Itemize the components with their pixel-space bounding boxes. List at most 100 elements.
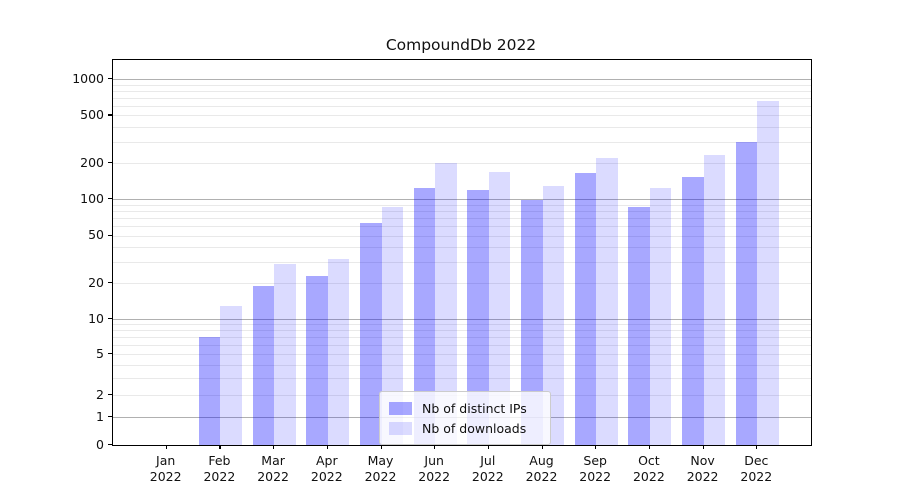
gridline-minor-60 [113, 226, 811, 227]
x-tick-mark-jun [434, 445, 436, 449]
legend: Nb of distinct IPs Nb of downloads [379, 391, 551, 445]
gridline-minor-4 [113, 364, 811, 366]
chart-title: CompoundDb 2022 [385, 36, 537, 54]
legend-label-distinct-ips: Nb of distinct IPs [422, 400, 527, 416]
x-tick-month: Jul [480, 453, 496, 468]
gridline-minor-900 [113, 84, 811, 86]
gridline-minor-200 [113, 163, 811, 165]
y-tick-mark-200 [107, 162, 112, 164]
gridline-minor-9 [113, 324, 811, 326]
x-tick-year: 2022 [418, 468, 451, 484]
gridline-minor-50 [113, 235, 811, 237]
x-tick-year: 2022 [203, 468, 236, 484]
legend-row-downloads: Nb of downloads [389, 418, 542, 438]
x-tick-year: 2022 [257, 468, 289, 484]
gridline-minor-300 [113, 142, 811, 144]
x-tick-month: May [367, 453, 394, 468]
y-tick-mark-50 [107, 234, 112, 236]
gridline-minor-600 [113, 105, 811, 107]
y-tick-mark-500 [107, 114, 112, 116]
x-tick-label-sep: Sep 2022 [560, 453, 630, 484]
legend-row-distinct-ips: Nb of distinct IPs [389, 398, 542, 418]
y-tick-label-1000: 1000 [72, 70, 104, 86]
bar-downloads-mar [274, 263, 296, 445]
x-tick-mark-feb [219, 445, 221, 449]
x-tick-year: 2022 [579, 468, 612, 484]
y-tick-label-5: 5 [96, 345, 104, 361]
gridline-minor-800 [113, 90, 811, 92]
gridline-minor-7 [113, 337, 811, 339]
x-tick-year: 2022 [632, 468, 665, 484]
gridline-major-10 [113, 319, 811, 320]
bar-distinct-ips-jun [413, 187, 436, 445]
gridline-minor-20 [113, 283, 811, 285]
x-tick-label-jul: Jul 2022 [453, 453, 523, 484]
gridline-minor-70 [113, 217, 811, 219]
bar-downloads-aug [542, 185, 564, 445]
bar-distinct-ips-feb [198, 337, 221, 445]
x-tick-mark-jul [487, 445, 489, 449]
y-tick-label-200: 200 [80, 154, 104, 170]
x-tick-label-jan: Jan 2022 [131, 453, 201, 484]
x-tick-year: 2022 [149, 468, 182, 484]
gridline-minor-3 [113, 378, 811, 380]
y-tick-label-500: 500 [80, 106, 104, 122]
x-tick-label-jun: Jun 2022 [399, 453, 469, 484]
x-tick-label-aug: Aug 2022 [507, 453, 577, 484]
legend-label-downloads: Nb of downloads [422, 420, 527, 436]
gridline-major-1000 [113, 79, 811, 81]
bar-downloads-oct [649, 187, 672, 445]
y-tick-mark-1000 [107, 78, 112, 80]
x-tick-year: 2022 [525, 468, 558, 484]
y-tick-label-1: 1 [96, 408, 104, 424]
legend-swatch-distinct-ips [389, 401, 412, 415]
bar-downloads-sep [596, 158, 618, 445]
x-tick-year: 2022 [471, 468, 504, 484]
plot-area: Nb of distinct IPs Nb of downloads [112, 59, 812, 446]
bar-distinct-ips-sep [574, 173, 597, 445]
y-tick-mark-5 [107, 353, 112, 355]
gridline-minor-80 [113, 211, 811, 212]
bar-downloads-may [381, 206, 403, 445]
x-tick-label-oct: Oct 2022 [614, 453, 684, 484]
y-tick-mark-1 [107, 416, 112, 418]
x-tick-month: Oct [638, 453, 660, 468]
gridline-minor-400 [113, 127, 811, 129]
y-tick-label-2: 2 [96, 386, 104, 402]
y-tick-mark-0 [107, 444, 112, 446]
bar-downloads-feb [220, 305, 242, 445]
legend-swatch-downloads [389, 421, 412, 435]
x-tick-label-feb: Feb 2022 [184, 453, 254, 484]
y-tick-mark-100 [107, 198, 112, 200]
y-tick-mark-2 [107, 394, 112, 396]
x-tick-year: 2022 [310, 468, 343, 484]
gridline-minor-6 [113, 344, 811, 346]
gridline-minor-8 [113, 330, 811, 332]
gridline-minor-700 [113, 97, 811, 99]
x-tick-month: Aug [529, 453, 554, 468]
gridline-minor-500 [113, 115, 811, 117]
x-tick-label-nov: Nov 2022 [668, 453, 738, 484]
gridline-major-100 [113, 199, 811, 201]
bar-distinct-ips-may [360, 223, 382, 445]
bar-distinct-ips-apr [306, 275, 328, 445]
x-tick-month: Jan [156, 453, 176, 468]
x-tick-year: 2022 [686, 468, 719, 484]
bar-distinct-ips-nov [682, 176, 704, 445]
x-tick-mark-apr [326, 445, 328, 449]
x-tick-mark-nov [702, 445, 704, 449]
y-tick-label-10: 10 [88, 310, 104, 326]
x-tick-label-mar: Mar 2022 [238, 453, 308, 484]
x-tick-mark-sep [595, 445, 597, 449]
x-tick-mark-dec [756, 445, 758, 449]
x-tick-mark-may [380, 445, 382, 449]
x-tick-mark-jan [165, 445, 167, 449]
bar-downloads-jul [488, 171, 511, 445]
bar-downloads-nov [703, 154, 726, 445]
y-tick-mark-20 [107, 282, 112, 284]
bar-distinct-ips-aug [521, 200, 543, 445]
bar-distinct-ips-mar [252, 285, 275, 445]
bar-downloads-apr [327, 258, 350, 445]
bar-downloads-jun [435, 163, 457, 445]
